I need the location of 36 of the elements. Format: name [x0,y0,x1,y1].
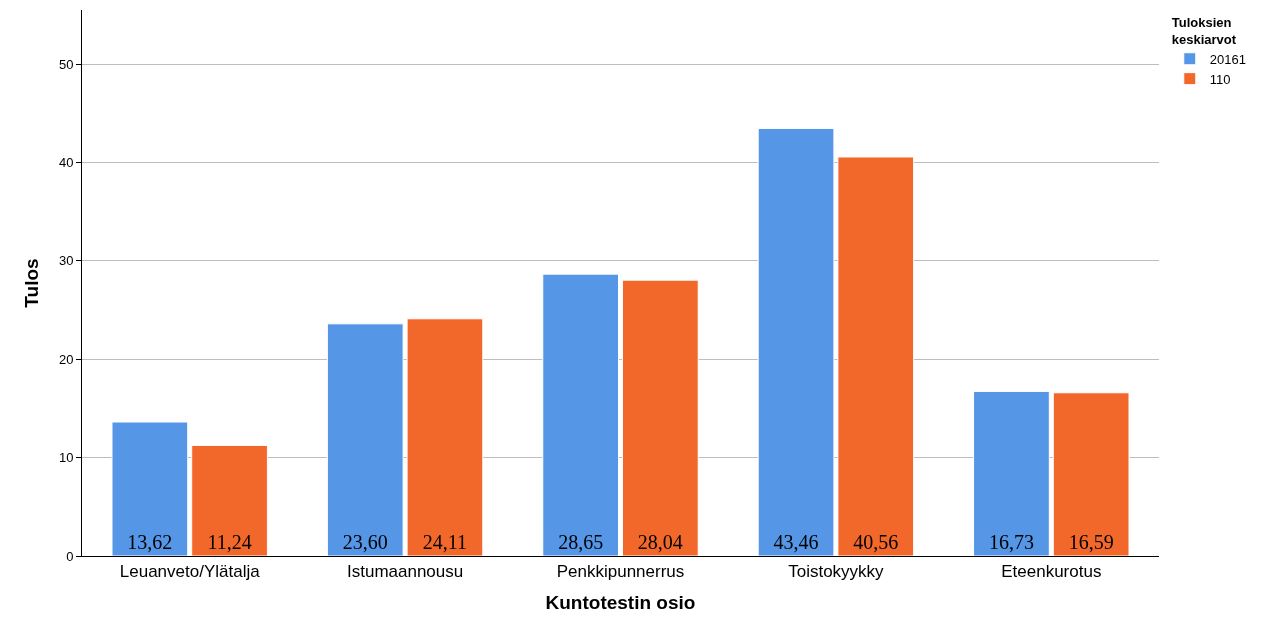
bar [111,421,189,556]
data-label: 13,62 [127,531,173,553]
y-axis-title: Tulos [20,258,42,308]
y-tick-label: 20 [58,351,74,367]
y-tick-label: 0 [66,548,74,564]
bar [621,279,699,556]
data-label: 28,04 [637,531,683,553]
x-tick-label: Leuanveto/Ylätalja [119,562,261,582]
x-tick-label: Istumaannousu [346,562,464,582]
data-label: 16,59 [1068,531,1114,553]
bar [1052,392,1130,556]
x-axis-title: Kuntotestin osio [545,592,696,614]
bar [326,323,404,556]
bar [191,444,268,556]
data-label: 23,60 [342,531,388,553]
legend-label: 110 [1209,71,1231,87]
legend-label: 20161 [1209,51,1246,67]
x-tick-label: Toistokyykky [788,562,885,582]
bar [973,390,1050,556]
data-label: 11,24 [207,531,252,553]
bar [542,273,620,556]
data-label: 16,73 [988,531,1034,553]
data-label: 28,65 [558,531,604,553]
y-tick-label: 50 [58,56,74,72]
x-tick-label: Eteenkurotus [1001,562,1102,582]
bar [757,127,835,556]
y-tick-label: 30 [58,253,74,269]
legend-title: Tuloksien keskiarvot [1171,14,1237,47]
bar [406,318,484,556]
data-label: 43,46 [773,531,819,553]
bar [837,156,915,556]
x-tick-label: Penkkipunnerrus [556,562,685,582]
y-tick-label: 40 [58,155,74,171]
data-label: 24,11 [422,531,468,553]
y-tick-label: 10 [58,450,74,466]
data-label: 40,56 [853,531,899,553]
